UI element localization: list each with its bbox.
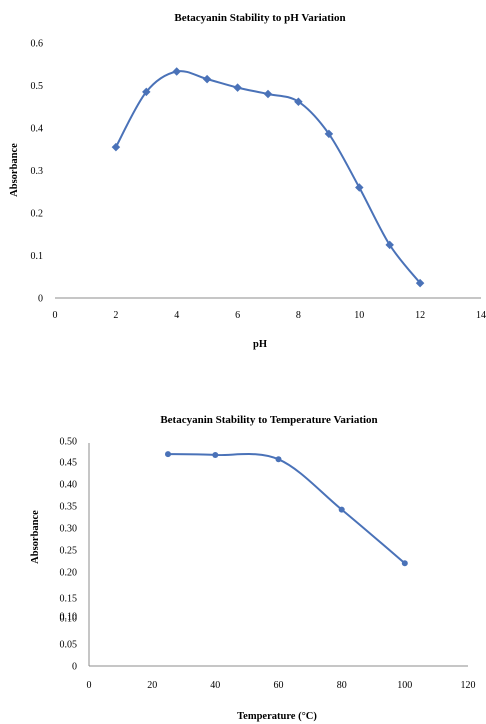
- ph-x-tick-label: 8: [296, 310, 301, 321]
- temp-data-point: [165, 451, 171, 458]
- temperature-chart: Betacyanin Stability to Temperature Vari…: [30, 414, 476, 722]
- ph-y-tick-label: 0: [38, 294, 43, 305]
- temp-y-tick-label: 0.05: [60, 640, 78, 651]
- ph-y-tick-label: 0.2: [31, 209, 44, 220]
- temp-series-markers: [165, 451, 408, 567]
- ph-x-tick-label: 2: [113, 310, 118, 321]
- temp-y-tick-label: 0.20: [60, 568, 78, 579]
- temp-data-point: [401, 560, 408, 567]
- ph-data-point: [385, 240, 394, 250]
- temp-x-tick-label: 60: [274, 680, 284, 691]
- ph-data-point: [233, 83, 242, 92]
- temp-x-tick-label: 0: [87, 680, 92, 691]
- ph-y-tick-label: 0.1: [31, 251, 44, 262]
- ph-data-point: [142, 87, 151, 97]
- temp-series-line: [167, 453, 406, 565]
- temp-data-point: [338, 506, 345, 513]
- temp-y-tick-label: 0.40: [60, 480, 78, 491]
- ph-data-point: [355, 183, 364, 192]
- ph-x-tick-label: 4: [174, 310, 179, 321]
- ph-y-tick-label: 0.6: [31, 39, 44, 50]
- temp-x-tick-label: 40: [210, 680, 220, 691]
- temp-x-axis-label: Temperature (°C): [237, 711, 317, 722]
- temp-y-tick-label: 0.25: [60, 546, 78, 557]
- ph-y-tick-label: 0.5: [31, 81, 44, 92]
- ph-chart-title: Betacyanin Stability to pH Variation: [174, 12, 345, 24]
- temp-x-tick-label: 80: [337, 680, 347, 691]
- ph-data-point: [172, 67, 181, 76]
- ph-data-point: [324, 129, 334, 139]
- ph-y-ticks: 0 0.1 0.2 0.3 0.4 0.5 0.6: [31, 39, 44, 305]
- ph-data-point: [263, 89, 273, 99]
- ph-x-tick-label: 14: [476, 310, 486, 321]
- ph-series-markers: [111, 67, 425, 288]
- temp-x-ticks: 0 20 40 60 80 100 120: [87, 680, 476, 691]
- temp-y-tick-label: 0: [72, 662, 77, 673]
- temp-data-point: [212, 452, 219, 458]
- temp-data-point: [275, 456, 282, 463]
- temp-y-tick-label: 0.35: [60, 502, 78, 513]
- ph-chart: Betacyanin Stability to pH Variation Abs…: [9, 12, 486, 350]
- temp-x-tick-label: 20: [147, 680, 157, 691]
- ph-data-point: [111, 142, 121, 152]
- ph-x-tick-label: 0: [53, 310, 58, 321]
- ph-x-axis-label: pH: [253, 339, 267, 350]
- temp-y-axis-label: Absorbance: [30, 510, 41, 564]
- ph-x-ticks: 0 2 4 6 8 10 12 14: [53, 310, 486, 321]
- ph-x-tick-label: 6: [235, 310, 240, 321]
- ph-data-point: [294, 97, 303, 106]
- temp-y-tick-label: 0.15: [60, 594, 78, 605]
- temp-x-tick-label: 100: [397, 680, 412, 691]
- ph-data-point: [202, 74, 212, 84]
- ph-y-axis-label: Absorbance: [9, 143, 20, 197]
- ph-y-tick-label: 0.3: [31, 166, 44, 177]
- ph-data-point: [415, 278, 425, 288]
- ph-series-line: [115, 70, 421, 284]
- temp-chart-title: Betacyanin Stability to Temperature Vari…: [160, 414, 377, 426]
- ph-x-tick-label: 10: [354, 310, 364, 321]
- temp-y-tick-label: 0.10: [60, 614, 78, 625]
- ph-y-tick-label: 0.4: [31, 124, 44, 135]
- temp-y-tick-label: 0.10: [60, 612, 78, 623]
- temp-y-tick-label: 0.50: [60, 437, 78, 448]
- temp-y-tick-label: 0.45: [60, 458, 78, 469]
- ph-x-tick-label: 12: [415, 310, 425, 321]
- temp-y-tick-label: 0.30: [60, 524, 78, 535]
- temp-x-tick-label: 120: [461, 680, 476, 691]
- temp-y-ticks: 00.050.100.100.150.200.250.300.350.400.4…: [60, 437, 78, 673]
